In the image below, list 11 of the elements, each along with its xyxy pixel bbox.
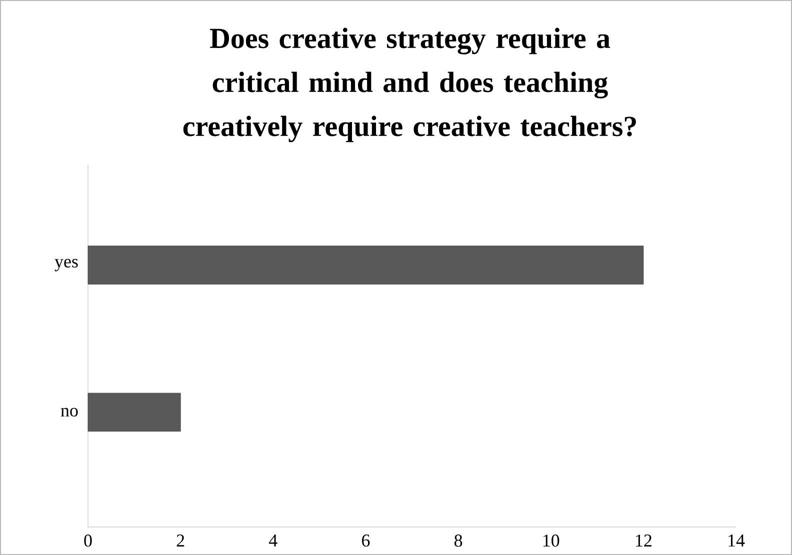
y-tick-label: yes [54,258,78,272]
x-tick-label: 6 [362,534,370,547]
x-tick-label: 4 [268,534,278,546]
x-tick-label: 2 [176,534,184,546]
x-tick-label: 14 [728,534,745,546]
x-tick-label: 8 [454,534,462,547]
y-tick-label: no [60,408,78,417]
x-tick-label: 10 [543,534,560,547]
x-tick-label: 12 [636,534,652,546]
x-tick-label: 0 [84,534,92,547]
chart-title: Does creative strategy require a critical mind and does teaching creatively require creative teachers? [183,28,636,142]
